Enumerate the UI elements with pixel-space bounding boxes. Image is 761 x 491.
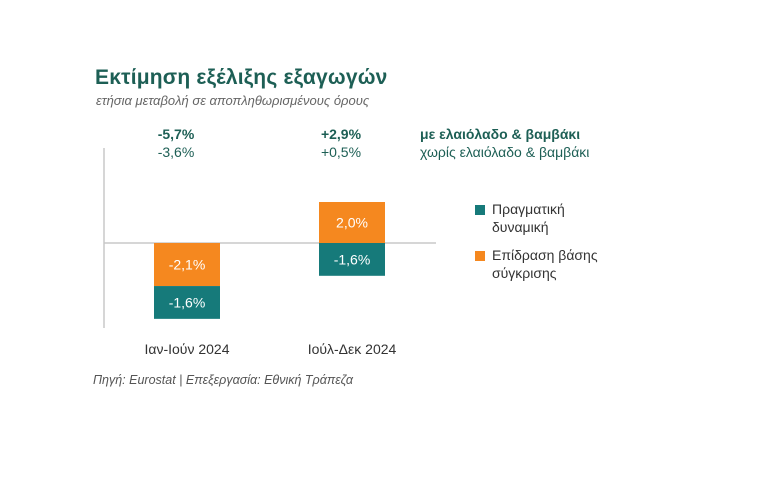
legend-label: Πραγματική: [492, 201, 565, 217]
data-label: 2,0%: [336, 215, 368, 231]
summary-value-with: -5,7%: [158, 126, 195, 142]
bar-segment: [319, 202, 385, 243]
summary-value-without: +0,5%: [321, 144, 361, 160]
data-label: -1,6%: [169, 294, 206, 310]
chart-title: Εκτίμηση εξέλιξης εξαγωγών: [95, 66, 388, 89]
summary-row2-label: χωρίς ελαιόλαδο & βαμβάκι: [420, 144, 589, 160]
legend-swatch: [475, 251, 485, 261]
bar-segment: [154, 243, 220, 287]
legend-swatch: [475, 205, 485, 215]
legend-label: Επίδραση βάσης: [492, 247, 598, 263]
summary-value-with: +2,9%: [321, 126, 362, 142]
source-note: Πηγή: Eurostat | Επεξεργασία: Εθνική Τρά…: [93, 373, 353, 387]
bar-segment: [319, 243, 385, 276]
x-tick-label: Ιαν-Ιούν 2024: [144, 341, 229, 357]
data-label: -1,6%: [334, 251, 371, 267]
legend-label: σύγκρισης: [492, 265, 557, 281]
bar-segment: [154, 286, 220, 319]
summary-value-without: -3,6%: [158, 144, 195, 160]
data-label: -2,1%: [169, 257, 206, 273]
legend-label: δυναμική: [492, 219, 549, 235]
x-tick-label: Ιούλ-Δεκ 2024: [308, 341, 397, 357]
chart-subtitle: ετήσια μεταβολή σε αποπληθωρισμένους όρο…: [96, 93, 370, 108]
summary-row1-label: με ελαιόλαδο & βαμβάκι: [420, 126, 580, 142]
